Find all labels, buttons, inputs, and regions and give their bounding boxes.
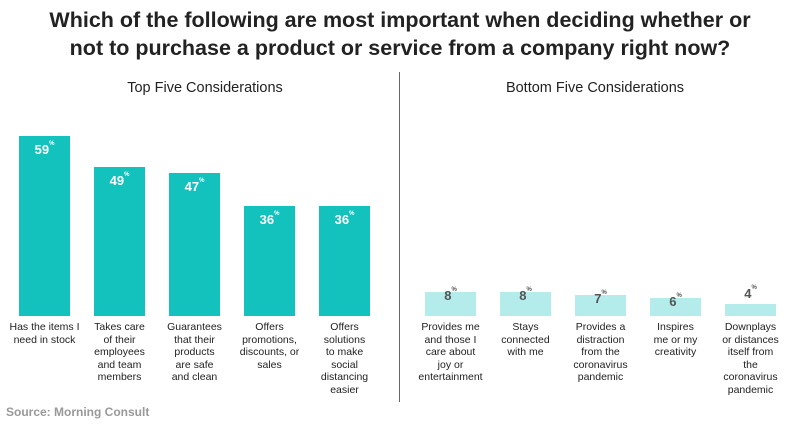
bottom-value-label-3: 7% xyxy=(594,290,607,306)
bottom-category-label-2-line-2: connected xyxy=(501,333,550,346)
chart-title-line-2: not to purchase a product or service fro… xyxy=(69,36,731,60)
top-value-label-2: 49% xyxy=(109,172,130,188)
top-category-label-1-line-1: Has the items I xyxy=(9,321,80,333)
top-category-label-5-line-4: social xyxy=(331,358,358,371)
bottom-category-label-2-line-3: with me xyxy=(507,346,544,358)
bottom-category-label-5-line-2: or distances xyxy=(722,333,779,346)
top-category-label-2-line-2: of their xyxy=(103,333,136,346)
bottom-category-label-2-line-1: Stays xyxy=(512,321,539,333)
top-bar-2 xyxy=(94,167,145,316)
bottom-category-label-5-line-5: coronavirus xyxy=(723,371,778,383)
chart-title-line-1: Which of the following are most importan… xyxy=(49,8,751,32)
top-category-label-4-line-2: promotions, xyxy=(242,333,297,346)
panel-divider xyxy=(399,72,400,402)
bottom-category-label-3-line-4: coronavirus xyxy=(573,358,628,371)
bottom-category-label-3-line-3: from the xyxy=(581,346,620,358)
bottom-category-label-4-line-1: Inspires xyxy=(657,321,694,333)
bottom-category-label-1-line-1: Provides me xyxy=(421,321,480,333)
top-category-label-4-line-4: sales xyxy=(257,358,282,371)
bottom-value-label-1: 8% xyxy=(444,287,457,303)
bottom-category-label-1-line-5: entertainment xyxy=(418,371,483,383)
top-bar-4 xyxy=(244,206,295,316)
bottom-category-label-2: Stays connected with me xyxy=(483,321,569,359)
bottom-category-label-1-line-4: joy or xyxy=(437,358,464,371)
top-category-label-3-line-4: are safe xyxy=(175,358,214,371)
bottom-category-label-3: Provides a distraction from the coronavirus… xyxy=(558,321,644,384)
bottom-category-label-5: Downplays or distances itself from the coron… xyxy=(708,321,794,396)
top-bar-5 xyxy=(319,206,370,316)
bottom-category-label-5-line-6: pandemic xyxy=(727,383,774,396)
top-category-label-3: Guarantees that their products are safe and … xyxy=(152,321,238,384)
bottom-category-label-5-line-1: Downplays xyxy=(724,321,777,333)
top-category-label-3-line-3: products xyxy=(174,346,215,358)
bottom-category-label-1-line-2: and those I xyxy=(424,333,477,346)
top-value-label-4: 36% xyxy=(259,211,280,227)
top-category-label-2: Takes care of their employees and team membe… xyxy=(77,321,163,384)
bottom-category-label-5-line-4: the xyxy=(743,358,758,371)
bottom-category-label-4-line-3: creativity xyxy=(654,346,697,358)
top-bar-1 xyxy=(19,136,70,316)
top-category-label-2-line-4: and team xyxy=(97,358,142,371)
bottom-category-label-3-line-2: distraction xyxy=(576,333,625,346)
bottom-bar-2 xyxy=(500,292,551,316)
bottom-bar-4 xyxy=(650,298,701,316)
bottom-category-label-4: Inspires me or my creativity xyxy=(633,321,719,359)
bottom-bar-1 xyxy=(425,292,476,316)
bottom-category-label-5-line-3: itself from xyxy=(727,346,774,358)
top-category-label-4-line-3: discounts, or xyxy=(239,346,300,358)
top-value-label-3: 47% xyxy=(184,178,205,194)
top-panel-title: Top Five Considerations xyxy=(127,80,283,96)
top-category-label-5-line-3: to make xyxy=(325,346,364,358)
top-category-label-5-line-2: solutions xyxy=(323,333,366,346)
top-category-label-3-line-1: Guarantees xyxy=(167,321,222,333)
top-category-label-5-line-6: easier xyxy=(330,383,359,396)
bottom-value-label-4: 6% xyxy=(669,293,682,309)
top-category-label-5: Offers solutions to make social distancing ea… xyxy=(302,321,388,396)
bottom-value-label-5: 4% xyxy=(744,285,757,301)
bottom-category-label-3-line-1: Provides a xyxy=(575,321,626,333)
top-category-label-2-line-3: employees xyxy=(94,346,145,358)
top-category-label-4: Offers promotions, discounts, or sales xyxy=(227,321,313,371)
top-value-label-1: 59% xyxy=(34,141,55,157)
bottom-bar-3 xyxy=(575,295,626,316)
bottom-bar-5 xyxy=(725,304,776,316)
top-category-label-5-line-1: Offers xyxy=(330,321,359,333)
bottom-panel-title: Bottom Five Considerations xyxy=(505,80,685,96)
chart-title: Which of the following are most importan… xyxy=(0,6,800,62)
bottom-category-label-4-line-2: me or my xyxy=(653,333,698,346)
top-category-label-2-line-5: members xyxy=(97,371,142,383)
top-category-label-5-line-5: distancing xyxy=(320,371,369,383)
source-note: Source: Morning Consult xyxy=(6,405,150,419)
top-category-label-3-line-5: and clean xyxy=(171,371,218,383)
bottom-category-label-1-line-3: care about xyxy=(425,346,476,358)
top-bar-3 xyxy=(169,173,220,316)
top-category-label-1-line-2: need in stock xyxy=(13,333,76,346)
bottom-category-label-3-line-5: pandemic xyxy=(577,371,624,383)
top-category-label-2-line-1: Takes care xyxy=(94,321,145,333)
top-category-label-4-line-1: Offers xyxy=(255,321,284,333)
top-value-label-5: 36% xyxy=(334,211,355,227)
bottom-value-label-2: 8% xyxy=(519,287,532,303)
top-category-label-3-line-2: that their xyxy=(174,333,215,346)
